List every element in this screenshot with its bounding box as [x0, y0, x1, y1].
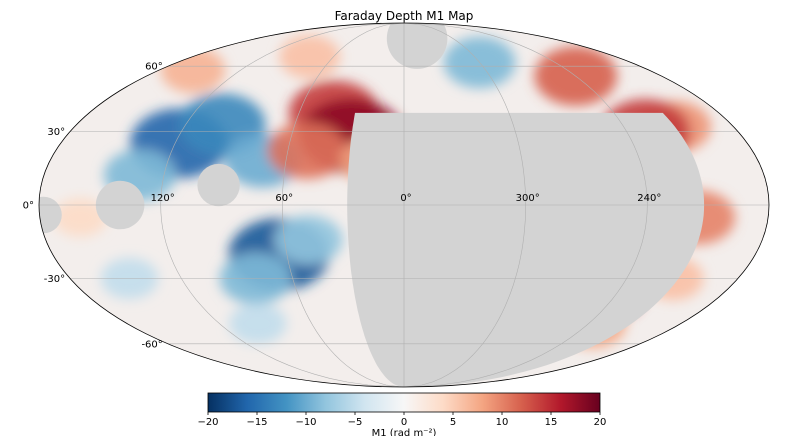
meridian--60: [403, 23, 527, 387]
colorbar-tick-label: 10: [496, 417, 509, 428]
feature-blob-9: [229, 303, 287, 344]
colorbar-tick-label: −5: [348, 417, 363, 428]
lat-tick-label: 30°: [47, 127, 65, 138]
colorbar-tick-label: 0: [401, 417, 407, 428]
meridian-60: [281, 23, 405, 387]
lat-tick-label: 0°: [23, 201, 34, 212]
colorbar-tick-label: −10: [295, 417, 316, 428]
chart-title: Faraday Depth M1 Map: [335, 9, 474, 23]
colorbar-ticks: −20 −15 −10 −5 0 5 10 15 20: [197, 412, 606, 428]
lon-tick-label: 300°: [516, 193, 540, 204]
lon-tick-label: 120°: [151, 193, 175, 204]
colorbar-tick-label: −15: [246, 417, 267, 428]
longitude-tick-labels: 120° 60° 0° 300° 240°: [151, 193, 662, 204]
lat-tick-label: -60°: [141, 339, 162, 350]
feature-blob-15: [279, 35, 341, 79]
colorbar-tick-label: 5: [450, 417, 456, 428]
colorbar-tick-label: −20: [197, 417, 218, 428]
masked-region-5: [39, 196, 62, 234]
feature-blob-7: [274, 215, 343, 265]
colorbar-label: M1 (rad m⁻²): [372, 428, 437, 436]
lon-tick-label: 0°: [400, 193, 411, 204]
lon-tick-label: 240°: [637, 193, 661, 204]
lat-tick-label: -30°: [44, 274, 65, 285]
graticule: [39, 23, 769, 387]
meridian-120: [160, 23, 405, 387]
masked-region-1: [347, 112, 705, 387]
latitude-tick-labels: 60° 30° 0° -30° -60°: [23, 62, 163, 351]
colorbar-tick-label: 15: [545, 417, 558, 428]
feature-blob-12: [267, 122, 347, 179]
feature-blob-27: [53, 198, 108, 237]
colorbar-gradient: [207, 392, 601, 413]
lon-tick-label: 60°: [275, 193, 293, 204]
sky-map: [39, 23, 769, 387]
colorbar-tick-label: 20: [594, 417, 607, 428]
colorbar: −20 −15 −10 −5 0 5 10 15 20 M1 (rad m⁻²): [197, 392, 606, 436]
meridian--120: [403, 23, 648, 387]
feature-blob-14: [160, 47, 226, 94]
lat-tick-label: 60°: [145, 62, 163, 73]
masked-region-3: [197, 163, 240, 207]
map-outline: [38, 22, 770, 388]
